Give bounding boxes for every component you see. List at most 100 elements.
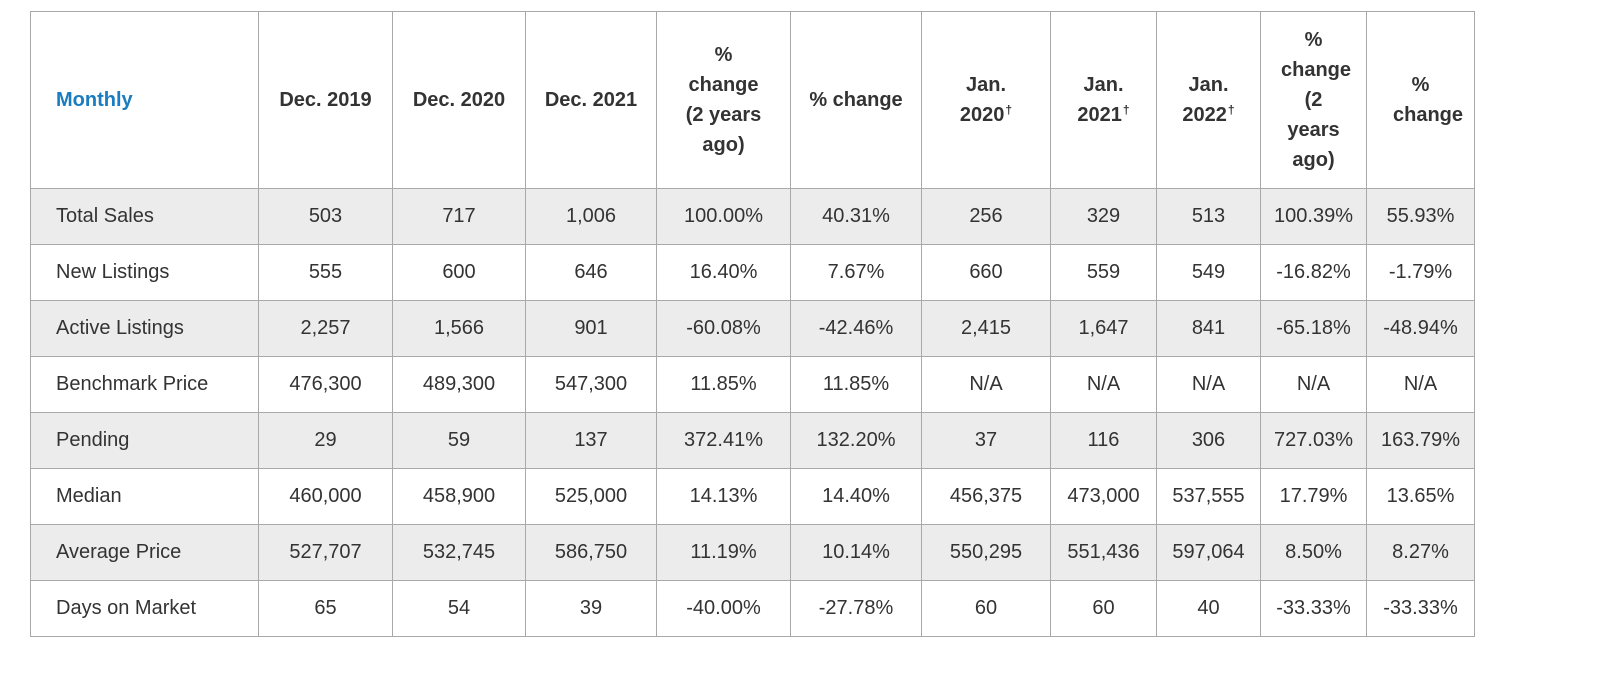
table-cell: -65.18% (1260, 300, 1367, 357)
table-header-row: Monthly Dec. 2019 Dec. 2020 Dec. 2021 % … (30, 11, 1475, 189)
table-cell: 597,064 (1156, 524, 1261, 581)
table-cell: 13.65% (1366, 468, 1475, 525)
table-cell: 717 (392, 188, 526, 245)
table-cell: 559 (1050, 244, 1157, 301)
table-cell: 646 (525, 244, 657, 301)
table-cell: 525,000 (525, 468, 657, 525)
table-cell: 256 (921, 188, 1051, 245)
table-cell: 11.85% (790, 356, 922, 413)
table-cell: 7.67% (790, 244, 922, 301)
table-cell: -33.33% (1260, 580, 1367, 637)
table-row: Active Listings 2,257 1,566 901 -60.08% -42.4… (30, 300, 1475, 357)
table-cell: 16.40% (656, 244, 791, 301)
table-cell: 2,415 (921, 300, 1051, 357)
row-label: Days on Market (30, 580, 259, 637)
table-cell: 163.79% (1366, 412, 1475, 469)
table-row: New Listings 555 600 646 16.40% 7.67% 660 559 54… (30, 244, 1475, 301)
table-cell: 532,745 (392, 524, 526, 581)
table-cell: 513 (1156, 188, 1261, 245)
table-row: Average Price 527,707 532,745 586,750 11.19%… (30, 524, 1475, 581)
table-cell: 841 (1156, 300, 1261, 357)
table-cell: 137 (525, 412, 657, 469)
table-cell: 1,566 (392, 300, 526, 357)
table-cell: 306 (1156, 412, 1261, 469)
column-header: % change (790, 11, 922, 189)
column-header: Dec. 2020 (392, 11, 526, 189)
column-header: Jan. 2021† (1050, 11, 1157, 189)
table-cell: 727.03% (1260, 412, 1367, 469)
table-cell: 555 (258, 244, 393, 301)
table-cell: 8.50% (1260, 524, 1367, 581)
table-cell: 550,295 (921, 524, 1051, 581)
table-cell: 40.31% (790, 188, 922, 245)
table-cell: 527,707 (258, 524, 393, 581)
table-row: Days on Market 65 54 39 -40.00% -27.78% 60 60 40… (30, 580, 1475, 637)
column-header: % change (2 years ago) (1260, 11, 1367, 189)
column-header: Jan. 2020† (921, 11, 1051, 189)
table-cell: 8.27% (1366, 524, 1475, 581)
table-cell: 40 (1156, 580, 1261, 637)
column-header-monthly: Monthly (30, 11, 259, 189)
table-cell: 29 (258, 412, 393, 469)
table-cell: 372.41% (656, 412, 791, 469)
table-cell: 60 (921, 580, 1051, 637)
table-cell: 100.00% (656, 188, 791, 245)
table-cell: -16.82% (1260, 244, 1367, 301)
table-cell: 901 (525, 300, 657, 357)
table-cell: 54 (392, 580, 526, 637)
table-cell: 549 (1156, 244, 1261, 301)
table-cell: 60 (1050, 580, 1157, 637)
row-label: New Listings (30, 244, 259, 301)
table-cell: -40.00% (656, 580, 791, 637)
table-cell: -27.78% (790, 580, 922, 637)
table-cell: 2,257 (258, 300, 393, 357)
column-header: Jan. 2022† (1156, 11, 1261, 189)
table-cell: 10.14% (790, 524, 922, 581)
table-cell: N/A (1050, 356, 1157, 413)
table-row: Median 460,000 458,900 525,000 14.13% 14.40% 4… (30, 468, 1475, 525)
table-cell: 37 (921, 412, 1051, 469)
table-cell: 456,375 (921, 468, 1051, 525)
table-cell: 586,750 (525, 524, 657, 581)
row-label: Total Sales (30, 188, 259, 245)
table-cell: 14.13% (656, 468, 791, 525)
table-cell: 65 (258, 580, 393, 637)
table-cell: 100.39% (1260, 188, 1367, 245)
table-cell: 458,900 (392, 468, 526, 525)
table-cell: N/A (1366, 356, 1475, 413)
table-cell: 460,000 (258, 468, 393, 525)
table-cell: -33.33% (1366, 580, 1475, 637)
column-header: % change (2 years ago) (656, 11, 791, 189)
table-cell: N/A (1260, 356, 1367, 413)
table-cell: 11.19% (656, 524, 791, 581)
table-cell: -42.46% (790, 300, 922, 357)
dagger-mark: † (1227, 103, 1235, 117)
table-row: Pending 29 59 137 372.41% 132.20% 37 116 306 727.… (30, 412, 1475, 469)
table-row: Total Sales 503 717 1,006 100.00% 40.31% 256 32… (30, 188, 1475, 245)
table-cell: 329 (1050, 188, 1157, 245)
table-cell: 39 (525, 580, 657, 637)
row-label: Active Listings (30, 300, 259, 357)
table-cell: 1,647 (1050, 300, 1157, 357)
table-cell: 11.85% (656, 356, 791, 413)
row-label: Median (30, 468, 259, 525)
dagger-mark: † (1122, 103, 1130, 117)
table-cell: 551,436 (1050, 524, 1157, 581)
monthly-stats-table: Monthly Dec. 2019 Dec. 2020 Dec. 2021 % … (30, 11, 1475, 637)
column-header: % change (1366, 11, 1475, 189)
table-cell: -60.08% (656, 300, 791, 357)
table-cell: -1.79% (1366, 244, 1475, 301)
table-cell: 503 (258, 188, 393, 245)
dagger-mark: † (1005, 103, 1013, 117)
table-cell: N/A (921, 356, 1051, 413)
table-cell: 1,006 (525, 188, 657, 245)
row-label: Pending (30, 412, 259, 469)
table-row: Benchmark Price 476,300 489,300 547,300 11.8… (30, 356, 1475, 413)
row-label: Average Price (30, 524, 259, 581)
table-body: Total Sales 503 717 1,006 100.00% 40.31% 256 32… (30, 188, 1475, 637)
table-cell: -48.94% (1366, 300, 1475, 357)
table-cell: 55.93% (1366, 188, 1475, 245)
column-header: Dec. 2019 (258, 11, 393, 189)
table-cell: 116 (1050, 412, 1157, 469)
table-cell: 660 (921, 244, 1051, 301)
